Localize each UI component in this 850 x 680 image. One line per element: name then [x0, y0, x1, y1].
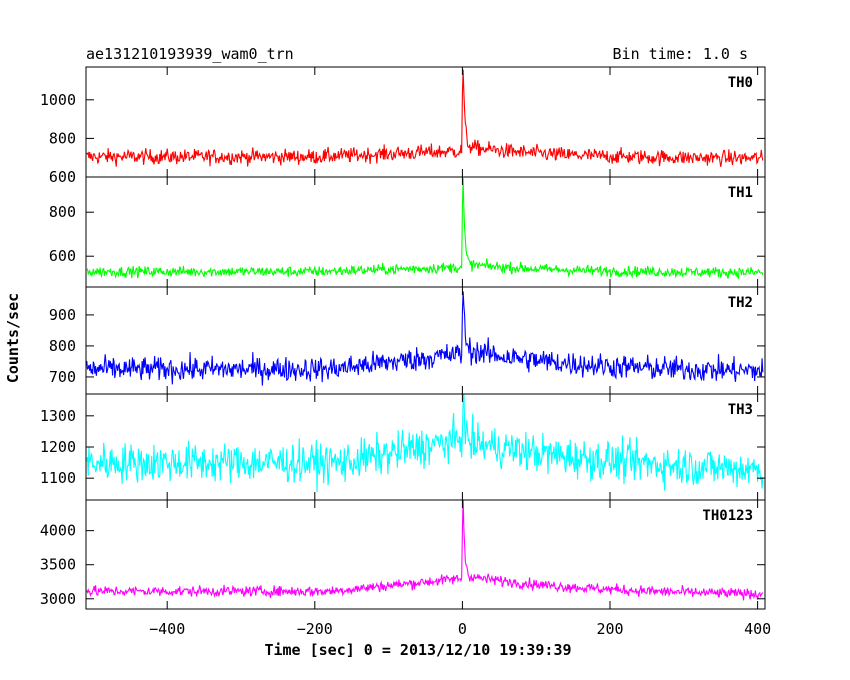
x-tick-label: 0	[458, 620, 467, 638]
y-tick-label: 600	[49, 247, 76, 265]
x-tick-label: 400	[744, 620, 771, 638]
series-th0	[86, 69, 764, 167]
panel-th3: 1100 1200 1300 TH3	[40, 393, 766, 501]
panel-label-th3: TH3	[728, 402, 753, 418]
panel-th0: 600 800 1000 TH0	[40, 66, 766, 186]
bin-time-label: Bin time: 1.0 s	[613, 45, 748, 63]
x-tick-label: −200	[297, 620, 333, 638]
panel-label-th2: TH2	[728, 295, 753, 311]
y-tick-label: 3000	[40, 590, 76, 608]
panel-label-th1: TH1	[728, 185, 753, 201]
series-th0123	[86, 500, 764, 601]
x-axis: −400 −200 0 200 400	[149, 620, 771, 638]
x-axis-title: Time [sec] 0 = 2013/12/10 19:39:39	[264, 641, 571, 659]
panel-th0123: 3000 3500 4000 TH0123	[40, 499, 766, 610]
y-tick-label: 800	[49, 129, 76, 147]
y-tick-label: 4000	[40, 522, 76, 540]
panel-label-th0123: TH0123	[702, 508, 753, 524]
y-tick-label: 1100	[40, 469, 76, 487]
y-tick-label: 1200	[40, 438, 76, 456]
panel-frame	[85, 66, 766, 178]
series-th2	[86, 291, 764, 386]
series-th3	[86, 394, 764, 493]
y-tick-label: 700	[49, 368, 76, 386]
panel-th2: 700 800 900 TH2	[49, 286, 766, 395]
y-tick-label: 600	[49, 168, 76, 186]
y-tick-label: 1000	[40, 91, 76, 109]
y-tick-label: 800	[49, 203, 76, 221]
y-tick-label: 900	[49, 306, 76, 324]
panel-label-th0: TH0	[728, 75, 753, 91]
y-axis-title: Counts/sec	[4, 293, 22, 383]
x-tick-label: 200	[596, 620, 623, 638]
y-tick-label: 1300	[40, 407, 76, 425]
y-tick-label: 800	[49, 337, 76, 355]
x-tick-label: −400	[149, 620, 185, 638]
panel-th1: 600 800 TH1	[49, 176, 766, 288]
panel-frame	[85, 499, 766, 610]
panels-group: 600 800 1000 TH0 600 800 TH1 700 800 900 TH2 1100 12…	[40, 66, 766, 610]
file-id-title: ae131210193939_wam0_trn	[86, 45, 294, 63]
panel-frame	[85, 286, 766, 395]
y-tick-label: 3500	[40, 556, 76, 574]
series-th1	[86, 178, 764, 279]
